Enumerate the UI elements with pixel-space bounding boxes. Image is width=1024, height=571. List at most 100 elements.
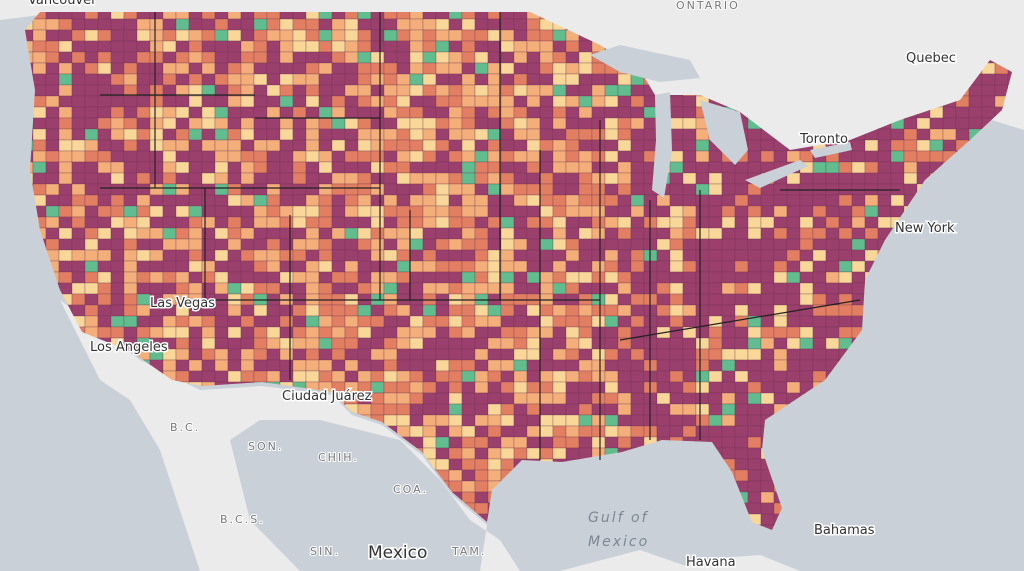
county [630, 381, 645, 394]
county [149, 183, 164, 196]
county [851, 150, 866, 163]
county [773, 337, 788, 350]
county [591, 392, 606, 405]
county [422, 414, 437, 427]
county [318, 95, 333, 108]
county [513, 40, 528, 53]
county [123, 18, 138, 31]
county [916, 117, 931, 130]
county [474, 480, 489, 493]
county [877, 139, 892, 152]
county [695, 403, 710, 416]
county [305, 348, 320, 361]
county [461, 238, 476, 251]
county [747, 293, 762, 306]
county [409, 425, 424, 438]
county [292, 326, 307, 339]
county [240, 172, 255, 185]
county [71, 194, 86, 207]
county [422, 238, 437, 251]
county [422, 62, 437, 75]
county [240, 271, 255, 284]
county [851, 205, 866, 218]
county [331, 260, 346, 273]
county [474, 271, 489, 284]
county [357, 51, 372, 64]
county [591, 62, 606, 75]
county [227, 84, 242, 97]
county [149, 161, 164, 174]
county [370, 194, 385, 207]
county [500, 249, 515, 262]
county [214, 29, 229, 42]
county [201, 326, 216, 339]
county [357, 304, 372, 317]
county [526, 84, 541, 97]
county [630, 205, 645, 218]
county [734, 238, 749, 251]
county [617, 216, 632, 229]
county [539, 205, 554, 218]
county [513, 227, 528, 240]
county [370, 84, 385, 97]
county [617, 304, 632, 317]
county [331, 95, 346, 108]
county [357, 106, 372, 119]
county [487, 128, 502, 141]
county [84, 205, 99, 218]
county [110, 84, 125, 97]
county [799, 370, 814, 383]
county [864, 227, 879, 240]
county [812, 216, 827, 229]
county [669, 106, 684, 119]
county [461, 29, 476, 42]
county [682, 293, 697, 306]
county [201, 216, 216, 229]
county [617, 84, 632, 97]
county [487, 62, 502, 75]
county [435, 436, 450, 449]
county [474, 392, 489, 405]
county [630, 304, 645, 317]
county [149, 194, 164, 207]
county [84, 106, 99, 119]
county [773, 260, 788, 273]
county [318, 51, 333, 64]
county [773, 216, 788, 229]
county [799, 194, 814, 207]
county [201, 238, 216, 251]
county [422, 117, 437, 130]
county [487, 260, 502, 273]
county [461, 62, 476, 75]
county [565, 62, 580, 75]
county [383, 337, 398, 350]
county [162, 249, 177, 262]
county [422, 403, 437, 416]
county [656, 381, 671, 394]
county [877, 128, 892, 141]
county [149, 216, 164, 229]
county [357, 128, 372, 141]
county [97, 271, 112, 284]
county [604, 128, 619, 141]
county [721, 359, 736, 372]
county [422, 128, 437, 141]
county [682, 150, 697, 163]
county [461, 150, 476, 163]
county [760, 194, 775, 207]
county [253, 227, 268, 240]
county [682, 161, 697, 174]
county [162, 95, 177, 108]
county [175, 337, 190, 350]
county [812, 370, 827, 383]
county [409, 249, 424, 262]
county [396, 370, 411, 383]
county [461, 128, 476, 141]
county [578, 370, 593, 383]
county [760, 381, 775, 394]
county [760, 502, 775, 515]
county [786, 216, 801, 229]
county [227, 62, 242, 75]
county [396, 414, 411, 427]
county [487, 227, 502, 240]
